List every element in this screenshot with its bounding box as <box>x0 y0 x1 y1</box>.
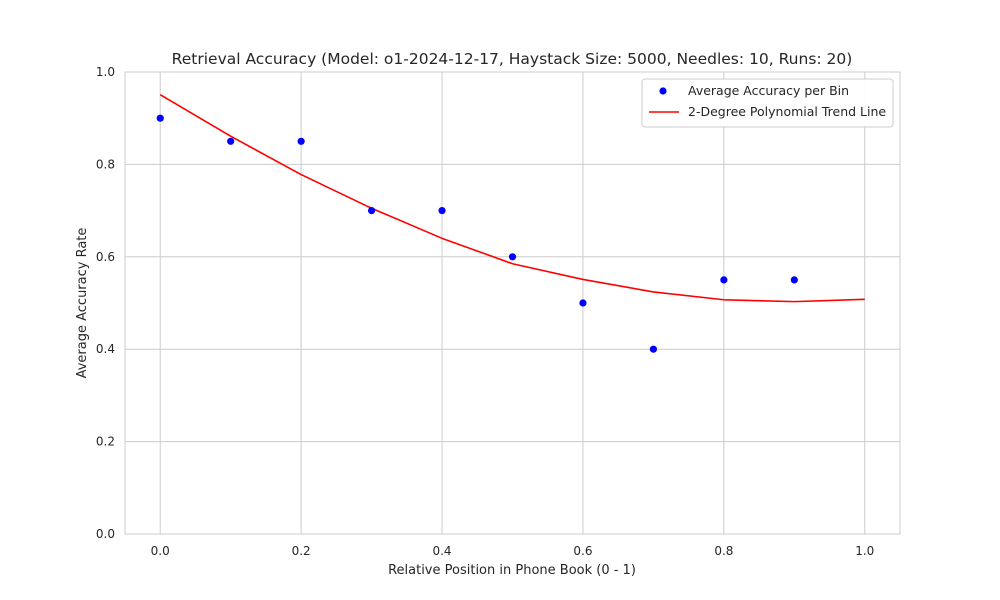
x-tick-label: 0.4 <box>432 544 451 558</box>
trend-line <box>159 93 865 303</box>
y-tick-label: 0.4 <box>96 342 115 356</box>
plot-frame <box>124 71 901 535</box>
x-tick-label: 1.0 <box>855 544 874 558</box>
x-tick-label: 0.8 <box>714 544 733 558</box>
scatter-point <box>156 114 164 122</box>
scatter-point <box>579 299 587 307</box>
scatter-point <box>790 276 798 284</box>
scatter-point <box>720 276 728 284</box>
x-tick-label: 0.0 <box>151 544 170 558</box>
y-tick-label: 0.6 <box>96 250 115 264</box>
legend: Average Accuracy per Bin 2-Degree Polyno… <box>641 78 894 128</box>
y-tick-label: 0.0 <box>96 527 115 541</box>
y-tick-label: 0.8 <box>96 157 115 171</box>
scatter-point <box>649 345 658 353</box>
scatter-point <box>227 137 235 145</box>
x-tick-label: 0.2 <box>292 544 311 558</box>
y-tick-label: 0.2 <box>96 435 115 449</box>
scatter-point <box>438 207 446 215</box>
scatter-point <box>297 137 305 145</box>
chart-title: Retrieval Accuracy (Model: o1-2024-12-17… <box>172 50 853 68</box>
series-marks <box>156 93 865 353</box>
x-axis-label: Relative Position in Phone Book (0 - 1) <box>388 563 636 578</box>
legend-label-scatter: Average Accuracy per Bin <box>688 83 849 98</box>
x-tick-label: 0.6 <box>573 544 592 558</box>
legend-label-trend-line: 2-Degree Polynomial Trend Line <box>688 104 886 119</box>
scatter-point <box>508 253 517 261</box>
tick-labels: 0.0 0.2 0.4 0.6 0.8 1.0 0.0 0.2 0.4 0.6 0.8 1.0 <box>96 65 874 558</box>
scatter-point <box>367 207 376 215</box>
legend-marker-scatter <box>659 87 667 95</box>
y-tick-label: 1.0 <box>96 65 115 79</box>
legend-box <box>641 78 894 128</box>
y-axis-label: Average Accuracy Rate <box>75 228 90 379</box>
